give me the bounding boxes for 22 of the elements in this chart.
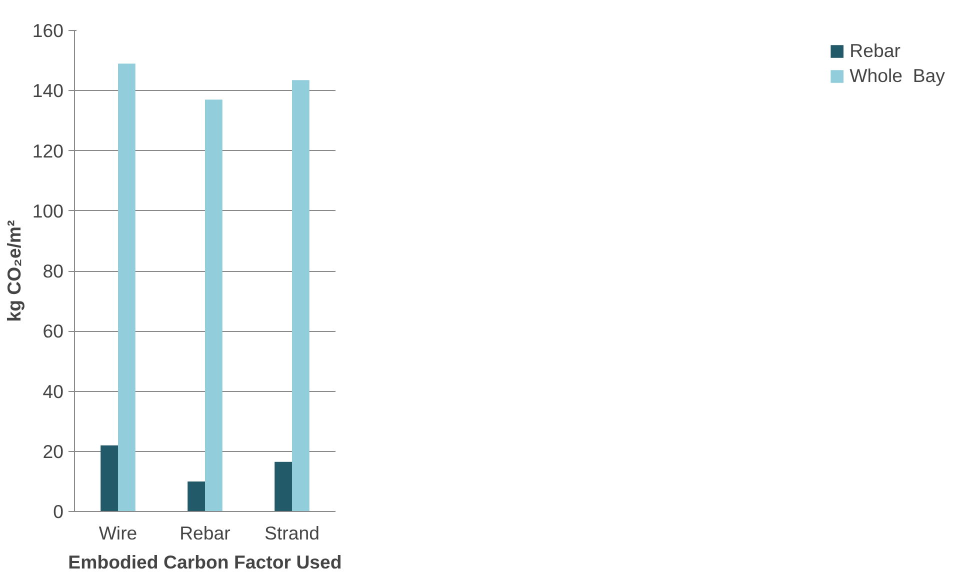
bar — [205, 100, 222, 512]
y-tick-label: 140 — [32, 80, 64, 102]
y-tick-label: 100 — [32, 200, 64, 222]
y-axis-title: kg CO₂e/m² — [3, 220, 24, 322]
y-tick-label: 0 — [53, 501, 64, 522]
y-tick-label: 160 — [32, 20, 64, 41]
x-tick-label: Strand — [264, 522, 320, 544]
y-tick-label: 80 — [42, 260, 64, 282]
legend-label: Whole Bay — [850, 65, 945, 87]
y-tick-label: 40 — [42, 380, 64, 402]
y-tick-label: 20 — [42, 440, 64, 462]
x-axis-title: Embodied Carbon Factor Used — [68, 552, 342, 572]
x-tick-label: Rebar — [180, 522, 230, 544]
bar — [188, 481, 205, 512]
x-tick-label: Wire — [98, 522, 138, 544]
y-tick-label: 120 — [32, 140, 64, 162]
legend-label: Rebar — [850, 40, 900, 62]
y-tick-label: 60 — [42, 320, 64, 342]
bar — [100, 445, 118, 512]
bar — [292, 80, 310, 512]
bar — [274, 462, 292, 512]
bar — [118, 64, 136, 512]
